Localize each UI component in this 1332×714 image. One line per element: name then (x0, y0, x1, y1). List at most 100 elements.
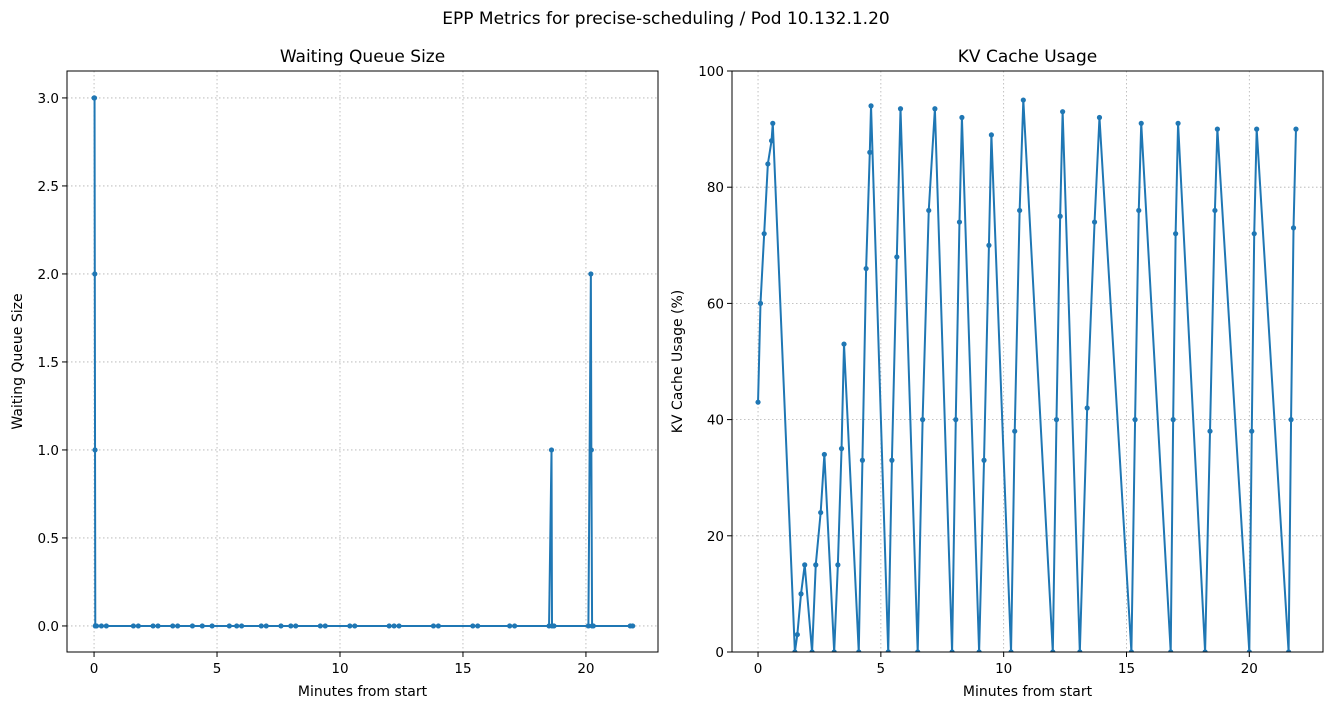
data-point (889, 457, 895, 463)
data-point (386, 623, 392, 629)
data-point (93, 623, 100, 629)
x-tick-label: 0 (90, 661, 99, 677)
data-point (155, 623, 161, 629)
data-point (150, 623, 156, 629)
x-axis-label: Minutes from start (963, 684, 1093, 700)
data-point (226, 623, 232, 629)
plot-area (755, 97, 1299, 652)
data-point (897, 106, 904, 112)
data-point (470, 623, 476, 629)
data-point (802, 562, 808, 568)
data-point (507, 623, 513, 629)
data-point (859, 457, 866, 463)
data-point (885, 649, 891, 652)
data-point (435, 623, 441, 629)
data-point (551, 623, 557, 629)
data-point (821, 451, 827, 458)
data-point (976, 649, 982, 652)
data-point (175, 623, 181, 629)
data-point (953, 417, 959, 423)
axes-title: KV Cache Usage (958, 47, 1097, 67)
data-point (1207, 428, 1213, 434)
data-point (1214, 126, 1220, 132)
data-point (92, 271, 98, 277)
data-point (794, 631, 800, 638)
data-point (868, 103, 874, 109)
data-point (475, 623, 481, 629)
data-point (831, 649, 837, 652)
data-point (956, 219, 963, 225)
data-point (430, 623, 437, 629)
data-point (1288, 417, 1294, 423)
data-point (199, 623, 205, 629)
data-point (189, 623, 196, 629)
data-point (1077, 649, 1083, 652)
axes-frame (731, 70, 1324, 653)
x-tick-label: 10 (331, 661, 348, 677)
data-point (130, 623, 137, 629)
y-axis-label: KV Cache Usage (%) (670, 290, 686, 434)
data-point (768, 138, 775, 144)
data-point (585, 623, 591, 629)
y-tick-label: 60 (707, 296, 724, 312)
data-point (1053, 417, 1060, 423)
data-point (588, 447, 594, 453)
y-tick-label: 0 (715, 645, 724, 661)
data-point (1091, 219, 1098, 225)
data-point (959, 114, 965, 121)
data-point (920, 417, 926, 423)
data-point (1020, 97, 1026, 103)
subplot: 0 20 40 60 80 100 0 5 10 15 20 KV Cache Usage Minute… (670, 47, 1324, 700)
data-point (234, 623, 240, 629)
data-point (91, 95, 98, 101)
data-point (258, 623, 264, 629)
data-point (1212, 207, 1218, 214)
data-point (293, 623, 299, 629)
data-point (1254, 126, 1260, 132)
data-point (322, 623, 328, 629)
data-point (278, 623, 284, 629)
data-point (1173, 231, 1179, 237)
data-point (986, 242, 992, 248)
data-point (1136, 207, 1142, 214)
data-point (798, 591, 804, 597)
data-point (1012, 428, 1018, 434)
y-tick-label: 2.0 (38, 267, 59, 283)
y-tick-label: 2.5 (38, 179, 59, 195)
x-axis-label: Minutes from start (298, 684, 428, 700)
data-point (1175, 120, 1181, 126)
data-point (630, 623, 636, 629)
data-point (1008, 649, 1014, 652)
y-tick-label: 0.0 (38, 619, 59, 635)
y-tick-label: 20 (707, 529, 724, 545)
data-point (1096, 114, 1103, 121)
data-point (1290, 225, 1297, 231)
data-point (1286, 649, 1292, 652)
x-tick-label: 5 (213, 661, 222, 677)
data-point (1249, 428, 1255, 434)
x-tick-label: 5 (877, 661, 886, 677)
data-point (1251, 231, 1257, 237)
y-tick-label: 1.0 (38, 443, 59, 459)
data-point (1128, 649, 1135, 652)
data-point (512, 623, 518, 629)
data-point (765, 161, 771, 167)
data-point (835, 562, 841, 568)
data-point (1293, 126, 1299, 132)
data-point (856, 649, 862, 652)
data-point (170, 623, 176, 629)
data-point (1168, 649, 1174, 652)
data-point (863, 265, 869, 272)
x-tick-label: 15 (1118, 661, 1135, 677)
data-point (1132, 417, 1138, 423)
data-point (98, 623, 105, 629)
figure-title: EPP Metrics for precise-scheduling / Pod… (442, 9, 889, 29)
data-point (288, 623, 294, 629)
data-point (1084, 405, 1090, 411)
data-point (239, 623, 245, 629)
data-line (757, 99, 1297, 652)
data-point (92, 447, 98, 453)
y-tick-label: 1.5 (38, 355, 59, 371)
